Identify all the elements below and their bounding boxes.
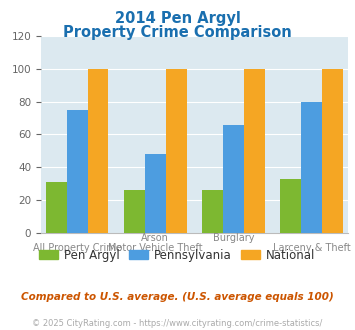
- Text: © 2025 CityRating.com - https://www.cityrating.com/crime-statistics/: © 2025 CityRating.com - https://www.city…: [32, 319, 323, 328]
- Text: Compared to U.S. average. (U.S. average equals 100): Compared to U.S. average. (U.S. average …: [21, 292, 334, 302]
- Bar: [67, 110, 88, 233]
- Bar: [244, 69, 264, 233]
- Text: Larceny & Theft: Larceny & Theft: [273, 243, 350, 253]
- Bar: [280, 179, 301, 233]
- Text: Property Crime Comparison: Property Crime Comparison: [63, 25, 292, 40]
- Bar: [223, 125, 244, 233]
- Bar: [202, 190, 223, 233]
- Text: Burglary: Burglary: [213, 233, 254, 243]
- Text: Motor Vehicle Theft: Motor Vehicle Theft: [108, 243, 203, 253]
- Bar: [166, 69, 187, 233]
- Bar: [322, 69, 343, 233]
- Text: All Property Crime: All Property Crime: [33, 243, 122, 253]
- Bar: [46, 182, 67, 233]
- Bar: [301, 102, 322, 233]
- Legend: Pen Argyl, Pennsylvania, National: Pen Argyl, Pennsylvania, National: [35, 244, 320, 266]
- Text: 2014 Pen Argyl: 2014 Pen Argyl: [115, 11, 240, 25]
- Text: Arson: Arson: [141, 233, 169, 243]
- Bar: [145, 154, 166, 233]
- Bar: [88, 69, 109, 233]
- Bar: [124, 190, 145, 233]
